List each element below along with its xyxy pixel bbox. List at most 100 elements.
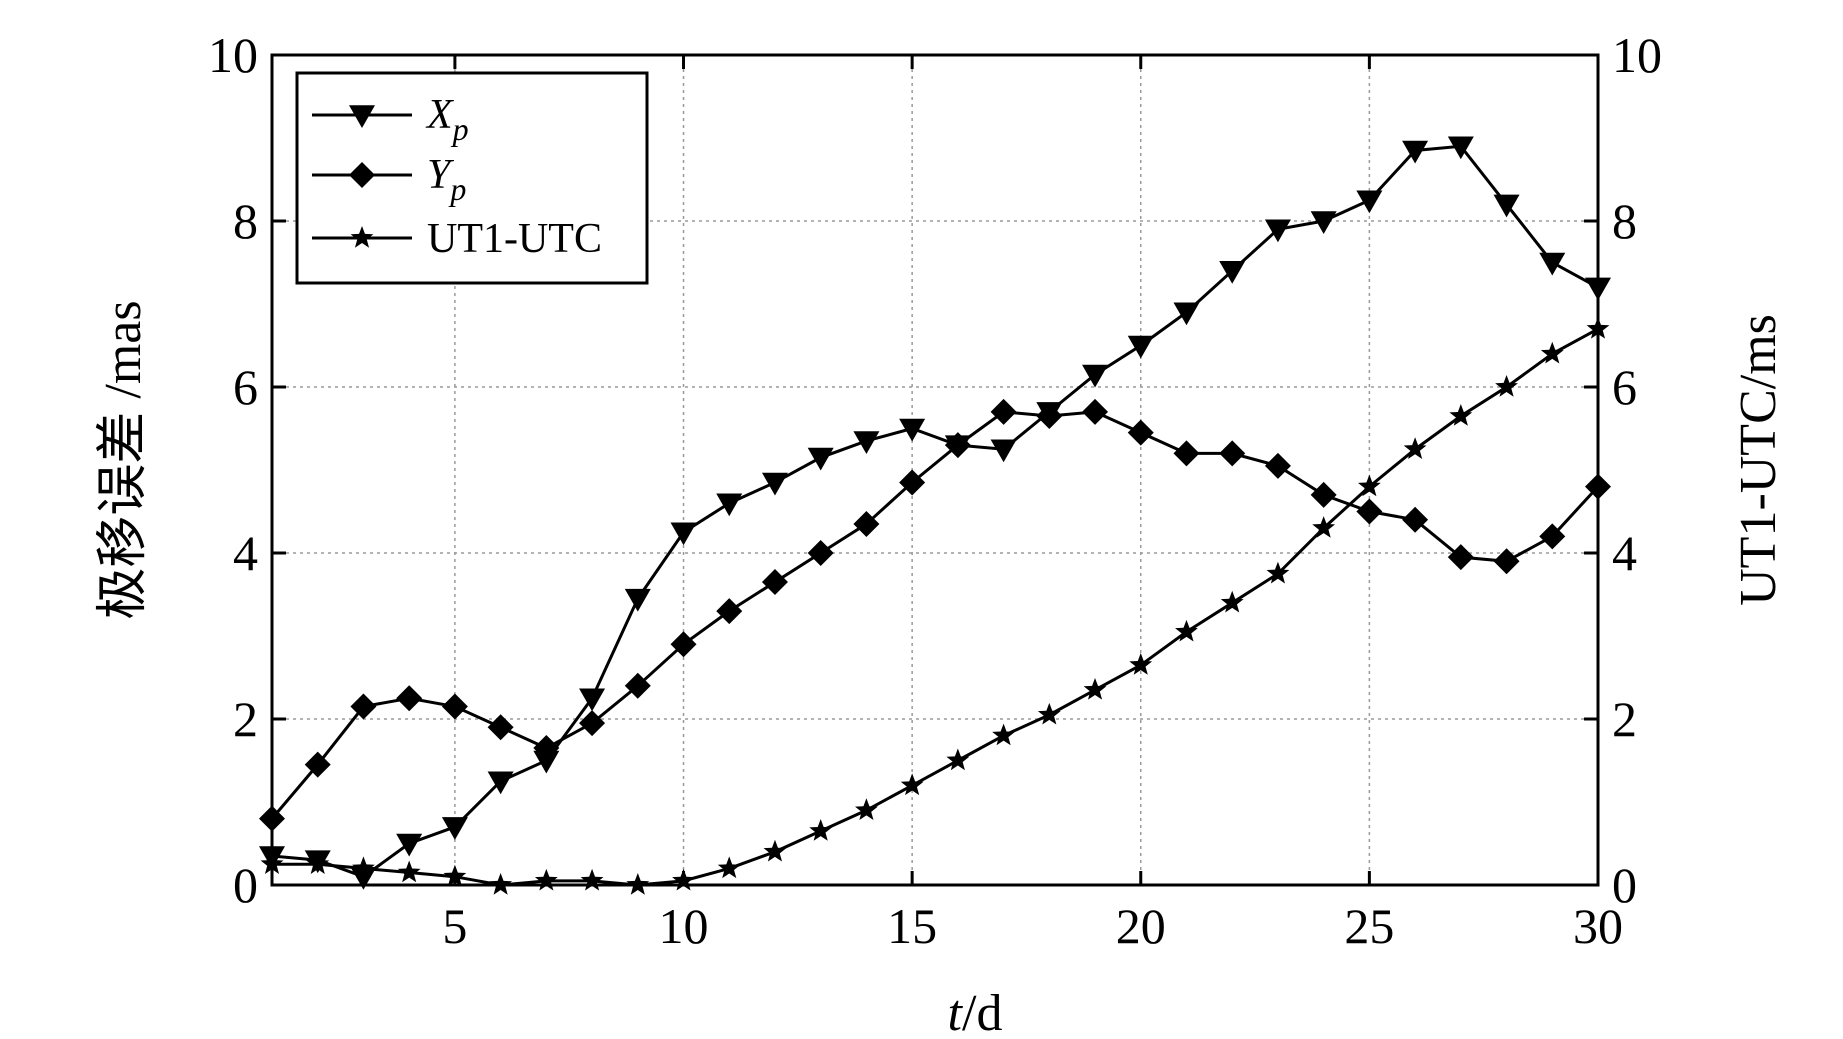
- data-point: [487, 714, 514, 741]
- legend-label-ut1-utc: UT1-UTC: [427, 216, 602, 262]
- data-point: [1356, 498, 1383, 525]
- data-point: [716, 493, 743, 517]
- data-point: [899, 469, 926, 496]
- data-point: [396, 833, 423, 857]
- data-point: [1127, 335, 1154, 359]
- x-tick-label: 5: [442, 898, 467, 954]
- data-point: [534, 868, 558, 891]
- data-point: [487, 771, 514, 795]
- data-point: [900, 773, 924, 796]
- y-tick-label: 6: [233, 359, 258, 415]
- data-point: [1539, 523, 1566, 550]
- data-point: [899, 418, 926, 442]
- y-tick-label: 4: [233, 525, 258, 581]
- data-point: [1540, 341, 1564, 364]
- data-point: [580, 868, 604, 891]
- data-point: [670, 631, 697, 658]
- data-point: [624, 588, 651, 612]
- data-point: [1310, 481, 1337, 508]
- series-2: [260, 316, 1610, 895]
- legend-marker: [350, 226, 374, 248]
- series-line: [270, 410, 1600, 820]
- legend-items: [312, 105, 412, 248]
- y-tick-label: 2: [233, 691, 258, 747]
- data-point: [807, 540, 834, 566]
- data-point: [990, 439, 1017, 463]
- legend: Xp Yp UT1-UTC: [295, 71, 649, 285]
- data-point: [1495, 375, 1518, 397]
- data-point: [306, 852, 330, 874]
- data-point: [763, 839, 787, 862]
- data-point: [533, 750, 560, 774]
- y-axis-title: 极移误差 /mas: [95, 300, 152, 619]
- data-point: [1447, 544, 1474, 571]
- data-point: [717, 856, 741, 879]
- data-point: [441, 693, 468, 720]
- data-point: [1173, 302, 1200, 326]
- data-point: [579, 710, 606, 737]
- x-axis-title-variable: t: [948, 985, 964, 1039]
- data-point: [1403, 437, 1427, 459]
- data-point: [1173, 440, 1200, 467]
- data-point: [1220, 590, 1244, 613]
- data-point: [350, 693, 377, 720]
- data-point: [1310, 211, 1337, 234]
- data-point: [855, 798, 878, 821]
- y-tick-label: 0: [233, 857, 258, 913]
- plot-frame: [270, 53, 1600, 887]
- data-point: [579, 688, 606, 712]
- y2-tick-label: 10: [1612, 27, 1662, 83]
- data-point: [992, 723, 1015, 746]
- data-point: [1493, 194, 1520, 218]
- data-point: [761, 472, 788, 496]
- y2-tick-label: 6: [1612, 359, 1637, 415]
- data-point: [441, 817, 468, 840]
- series-1: [259, 398, 1611, 832]
- x-tick-label: 20: [1116, 898, 1166, 954]
- data-point: [533, 735, 560, 762]
- data-point: [990, 398, 1017, 425]
- data-point: [1539, 252, 1566, 276]
- data-point: [1447, 136, 1474, 160]
- data-point: [1402, 140, 1429, 164]
- data-point: [1082, 364, 1109, 388]
- data-point: [1082, 398, 1109, 425]
- data-point: [397, 860, 421, 883]
- data-point: [1083, 677, 1107, 700]
- data-point: [1129, 653, 1153, 675]
- x-axis-title: t/d: [948, 985, 1003, 1039]
- data-point: [1036, 403, 1063, 430]
- data-point: [1312, 516, 1336, 538]
- data-point: [624, 672, 651, 699]
- x-axis-title-unit: /d: [962, 985, 1002, 1039]
- y2-axis-title: UT1-UTC/ms: [1730, 314, 1787, 606]
- y2-tick-label: 8: [1612, 193, 1637, 249]
- legend-marker: [349, 105, 375, 128]
- y-tick-label: 8: [233, 193, 258, 249]
- legend-label-yp: Yp: [427, 152, 466, 207]
- data-point: [944, 432, 971, 459]
- data-point: [1127, 419, 1154, 446]
- data-point: [946, 748, 970, 771]
- data-point: [352, 856, 375, 879]
- x-tick-label: 25: [1344, 898, 1394, 954]
- x-tick-label: 10: [659, 898, 709, 954]
- data-point: [1449, 404, 1473, 426]
- data-point: [1356, 190, 1383, 214]
- data-point: [1037, 702, 1061, 725]
- data-point: [1175, 619, 1198, 642]
- series-0: [259, 136, 1611, 890]
- y2-tick-label: 4: [1612, 525, 1637, 581]
- data-point: [807, 447, 834, 471]
- legend-label-xp: Xp: [425, 92, 469, 147]
- y2-tick-label: 0: [1612, 857, 1637, 913]
- x-tick-label: 15: [887, 898, 937, 954]
- data-point: [853, 431, 880, 454]
- data-point: [1402, 506, 1429, 533]
- data-point: [304, 751, 331, 778]
- data-point: [853, 510, 880, 537]
- data-point: [809, 819, 833, 841]
- data-point: [1219, 440, 1246, 467]
